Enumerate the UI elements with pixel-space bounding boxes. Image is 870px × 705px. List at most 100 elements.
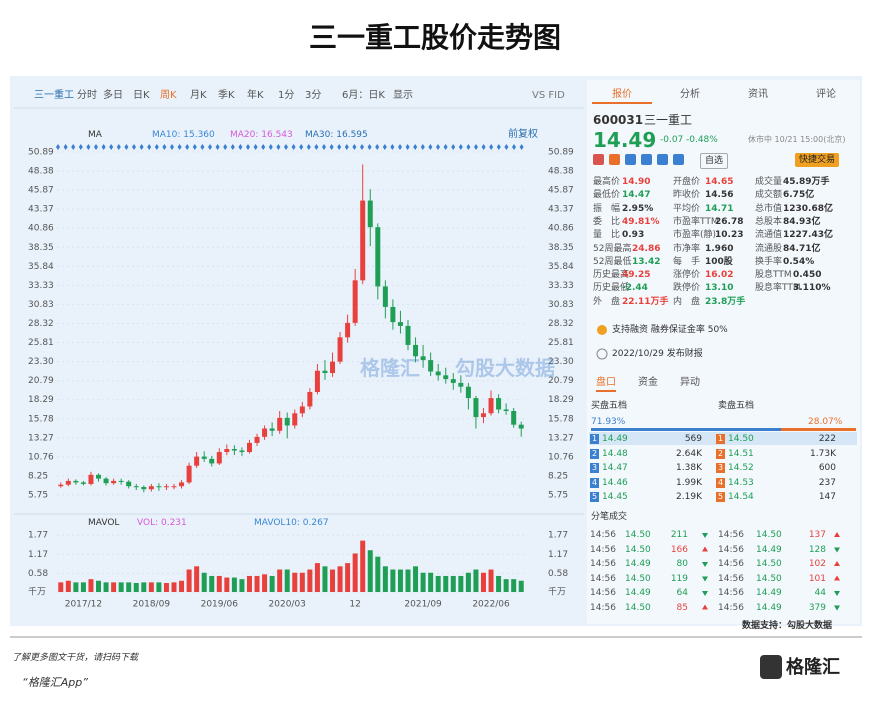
trade-arrow bbox=[702, 576, 708, 582]
stat-value: 49.25 bbox=[622, 270, 651, 281]
trade-time: 14:56 bbox=[718, 544, 744, 555]
page-title: 三一重工股价走势图 bbox=[308, 21, 561, 54]
stat-label: 市净率 bbox=[673, 243, 701, 254]
book-title: 买盘五档 bbox=[591, 401, 628, 411]
trade-time: 14:56 bbox=[718, 588, 744, 598]
trade-price: 14.50 bbox=[625, 530, 651, 540]
y-tick-label: 43.37 bbox=[28, 205, 54, 215]
volume-bar bbox=[246, 575, 252, 592]
tab[interactable]: 盘口 bbox=[596, 376, 616, 392]
candle-body bbox=[511, 411, 517, 425]
marker-dot bbox=[268, 144, 273, 150]
volume-bar bbox=[352, 553, 358, 592]
candle-body bbox=[277, 417, 283, 431]
trade-arrow bbox=[702, 604, 708, 610]
stock-name: 三一重工 bbox=[644, 113, 693, 127]
toolbar-item[interactable]: 季K bbox=[218, 90, 235, 101]
trade-time: 14:56 bbox=[718, 530, 744, 540]
toolbar-item[interactable]: 3分 bbox=[305, 90, 322, 101]
candle-body bbox=[216, 452, 222, 464]
watch-button[interactable]: 自选 bbox=[700, 153, 729, 169]
y-tick-label: 40.86 bbox=[548, 224, 574, 234]
book-volume: 1.99K bbox=[676, 477, 702, 488]
volume-bar bbox=[118, 582, 124, 592]
volume-bar bbox=[390, 569, 396, 592]
toolbar-item[interactable]: 显示 bbox=[393, 90, 413, 101]
marker-dot bbox=[322, 144, 326, 150]
volume-bar bbox=[337, 566, 343, 592]
icon[interactable] bbox=[593, 154, 604, 165]
y-tick-label: 1.77 bbox=[28, 531, 48, 541]
watermark: 勾股大数据 bbox=[455, 356, 555, 380]
y-tick-label: 8.25 bbox=[28, 471, 48, 481]
trade-arrow bbox=[834, 575, 840, 581]
icon[interactable] bbox=[657, 154, 668, 165]
tab[interactable]: 资讯 bbox=[748, 89, 768, 100]
toolbar-item[interactable]: 1分 bbox=[278, 90, 295, 101]
toolbar-item[interactable]: 周K bbox=[160, 90, 177, 101]
trade-time: 14:56 bbox=[590, 588, 616, 598]
stat-value: 24.86 bbox=[632, 243, 661, 254]
tab[interactable]: 评论 bbox=[816, 89, 836, 100]
tab[interactable]: 报价 bbox=[592, 88, 652, 104]
tab[interactable]: 异动 bbox=[680, 377, 700, 388]
y-tick-label: 20.79 bbox=[548, 376, 574, 386]
marker-dot bbox=[428, 144, 433, 150]
toolbar-item[interactable]: 多日 bbox=[103, 90, 123, 101]
icon[interactable] bbox=[641, 154, 652, 165]
trade-time: 14:56 bbox=[590, 573, 616, 584]
y-tick-label: 10.76 bbox=[28, 452, 54, 462]
trade-price: 14.50 bbox=[756, 573, 782, 584]
stat-value: 2.95% bbox=[622, 203, 654, 214]
marker-dot bbox=[124, 144, 129, 150]
stat-label: 股息TTM bbox=[755, 270, 792, 281]
toolbar-item[interactable]: 6月：日K bbox=[342, 90, 385, 101]
volume-bar bbox=[231, 577, 237, 592]
y-tick-label: 25.81 bbox=[548, 338, 574, 348]
candle-body bbox=[126, 481, 132, 487]
candle-body bbox=[375, 227, 381, 287]
icon[interactable] bbox=[625, 154, 636, 165]
volume-bar bbox=[80, 582, 86, 592]
volume-bar bbox=[88, 579, 94, 592]
tab[interactable]: 分析 bbox=[680, 89, 700, 100]
x-tick-label: 2017/12 bbox=[65, 600, 102, 610]
toolbar-item[interactable]: 日K bbox=[133, 90, 150, 101]
trade-volume: 80 bbox=[676, 559, 688, 569]
y-tick-label: 23.30 bbox=[28, 357, 54, 367]
icon[interactable] bbox=[609, 154, 620, 165]
toolbar-item[interactable]: 三一重工 bbox=[34, 90, 74, 101]
toolbar-item[interactable]: 年K bbox=[247, 90, 264, 101]
candle-body bbox=[458, 382, 464, 387]
watermark: 格隆汇 bbox=[360, 356, 420, 380]
marker-dot bbox=[170, 144, 174, 150]
y-tick-label: 30.83 bbox=[28, 300, 54, 310]
volume-bar bbox=[292, 572, 298, 592]
data-source: 数据支持：勾股大数据 bbox=[742, 621, 833, 631]
marker-dot bbox=[139, 144, 144, 150]
y-tick-label: 40.86 bbox=[28, 224, 54, 234]
footer-app: “格隆汇App” bbox=[22, 676, 88, 689]
volume-bar bbox=[511, 579, 517, 592]
marker-dot bbox=[116, 144, 121, 150]
candle-body bbox=[171, 486, 177, 488]
toolbar-item[interactable]: 月K bbox=[190, 90, 207, 101]
y-tick-label: 48.38 bbox=[28, 167, 54, 177]
icon[interactable] bbox=[673, 154, 684, 165]
toolbar-item[interactable]: 分时 bbox=[77, 90, 97, 101]
volume-bar bbox=[111, 582, 117, 592]
stat-label: 换手率 bbox=[755, 256, 783, 267]
volume-bar bbox=[314, 563, 320, 592]
adjust-label[interactable]: 前复权 bbox=[508, 129, 538, 140]
volume-bar bbox=[397, 569, 403, 592]
y-tick-label: 23.30 bbox=[548, 357, 574, 367]
book-price: 14.53 bbox=[728, 477, 754, 488]
tab[interactable]: 资金 bbox=[638, 377, 658, 388]
trade-button[interactable]: 快捷交易 bbox=[795, 153, 840, 167]
y-tick-label: 13.27 bbox=[28, 433, 54, 443]
candle-body bbox=[65, 480, 71, 485]
toolbar-extra[interactable]: VS FID bbox=[532, 90, 565, 101]
candle-body bbox=[322, 370, 328, 374]
candle-body bbox=[239, 450, 245, 453]
stat-label: 内 盘 bbox=[673, 296, 701, 307]
